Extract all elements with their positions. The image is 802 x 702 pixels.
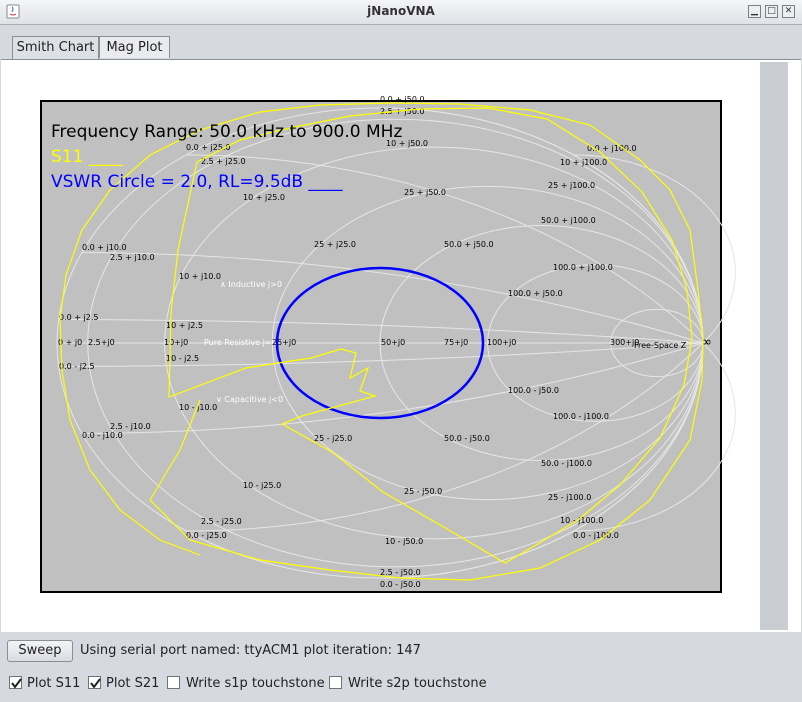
tab-smith-chart[interactable]: Smith Chart [12,36,99,59]
smith-grid-label: 0.0 + j25.0 [186,143,231,152]
smith-grid-label: 0.0 - j2.5 [59,362,95,371]
smith-grid-label: 100.0 - j100.0 [553,412,609,421]
close-icon[interactable]: ✕ [782,5,795,18]
smith-grid-label: 10 + j2.5 [166,321,203,330]
minimize-icon[interactable]: ▁ [748,5,761,18]
smith-grid-label: 100.0 - j50.0 [508,386,559,395]
smith-grid-label: 25 - j25.0 [314,434,352,443]
smith-grid-label: 0.0 + j50.0 [380,95,425,104]
reactance-arc [379,342,704,579]
smith-grid-label: 2.5 - j10.0 [110,422,151,431]
smith-grid-label: 25+j0 [272,338,296,347]
smith-grid-label: 10 + j100.0 [560,158,607,167]
reactance-arc [58,342,704,367]
status-text: Using serial port named: ttyACM1 plot it… [80,643,421,658]
smith-grid-label: 0.0 - j25.0 [186,531,227,540]
smith-grid-label: ∧ Inductive j>0 [220,280,282,289]
smith-grid-label: 100.0 + j50.0 [508,289,563,298]
smith-grid-label: 10 + j10.0 [179,272,221,281]
vertical-scrollbar[interactable] [760,62,788,630]
smith-grid-label: 2.5 + j10.0 [110,253,155,262]
smith-grid-label: 25 + j100.0 [548,181,595,190]
plot-s11-checkbox[interactable] [9,676,22,689]
s11-legend-text: S11 ____ [51,147,123,167]
smith-grid-label: 0.0 + j100.0 [587,144,637,153]
smith-grid-label: ∞ [701,335,712,350]
smith-grid-label: 50.0 + j50.0 [444,240,494,249]
sweep-button[interactable]: Sweep [7,640,73,662]
smith-labels: 0.0 + j50.0 2.5 + j50.0 10 + j50.0 0.0 + j2… [58,95,712,589]
smith-grid-label: 2.5 + j25.0 [201,157,246,166]
smith-grid-label: 10 + j50.0 [386,139,428,148]
smith-grid-label: 50.0 - j50.0 [444,434,490,443]
smith-grid-label: 10 - j100.0 [560,516,603,525]
smith-grid-label: 10 + j25.0 [243,193,285,202]
reactance-arc [379,107,704,344]
smith-grid-label: 50.0 + j100.0 [541,216,596,225]
write-s1p-label[interactable]: Write s1p touchstone [186,676,325,691]
checkmark-icon [90,678,101,689]
smith-grid-label: 2.5 - j50.0 [380,568,421,577]
frequency-range-text: Frequency Range: 50.0 kHz to 900.0 MHz [51,122,402,142]
smith-grid-label: 25 - j100.0 [548,493,591,502]
smith-grid-label: Free-Space Z [634,341,687,350]
smith-grid-label: 0.0 - j100.0 [573,531,619,540]
reactance-arc [186,342,704,532]
smith-grid-label: 25 + j25.0 [314,240,356,249]
smith-grid-label: 300+j0 [610,338,639,347]
tab-mag-plot[interactable]: Mag Plot [99,36,170,58]
smith-grid-label: 25 - j50.0 [404,487,442,496]
smith-grid-label: 10 - j10.0 [179,403,217,412]
s11-trace [168,107,693,564]
write-s2p-checkbox[interactable] [329,676,342,689]
plot-s21-label[interactable]: Plot S21 [106,676,160,691]
write-s1p-checkbox[interactable] [167,676,180,689]
plot-s11-label[interactable]: Plot S11 [27,676,81,691]
smith-grid-label: 0.0 - j10.0 [82,431,123,440]
smith-grid-label: ∨ Capacitive j<0 [216,395,283,404]
window-title: jNanoVNA [367,4,435,18]
smith-grid-label: 25 + j50.0 [404,188,446,197]
smith-grid-label: 10+j0 [164,338,188,347]
smith-grid-label: 50.0 - j100.0 [541,459,592,468]
vswr-circle [275,266,485,420]
smith-grid-label: 50+j0 [381,338,405,347]
reactance-arc [573,154,736,344]
s21-trace [59,102,704,581]
reactance-arc [58,319,704,344]
smith-grid-label: 0.0 + j2.5 [59,313,98,322]
plot-s21-checkbox[interactable] [88,676,101,689]
smith-grid-label: 2.5+j0 [88,338,115,347]
checkmark-icon [11,678,22,689]
java-app-icon [6,4,20,19]
smith-grid-label: 0 + j0 [58,338,82,347]
maximize-icon[interactable]: □ [765,5,778,18]
smith-grid-label: Pure Resistive j=0 [204,338,277,347]
smith-grid-label: 2.5 - j25.0 [201,517,242,526]
smith-grid-label: 10 - j50.0 [385,537,423,546]
reactance-arc [81,342,704,434]
write-s2p-label[interactable]: Write s2p touchstone [348,676,487,691]
smith-grid-label: 10 - j2.5 [166,354,199,363]
smith-grid-label: 75+j0 [444,338,468,347]
smith-grid-label: 2.5 + j50.0 [380,107,425,116]
vswr-legend-text: VSWR Circle = 2.0, RL=9.5dB ____ [51,172,343,192]
smith-grid-label: 10 - j25.0 [243,481,281,490]
reactance-arc [186,154,704,344]
smith-grid-label: 0.0 + j10.0 [82,243,127,252]
title-bar: jNanoVNA ▁ □ ✕ [0,0,802,25]
reactance-arc [573,342,736,532]
smith-grid-label: 100.0 + j100.0 [553,263,613,272]
smith-grid-label: 100+j0 [487,338,516,347]
smith-grid-label: 0.0 - j50.0 [380,580,421,589]
reactance-arc [81,252,704,344]
